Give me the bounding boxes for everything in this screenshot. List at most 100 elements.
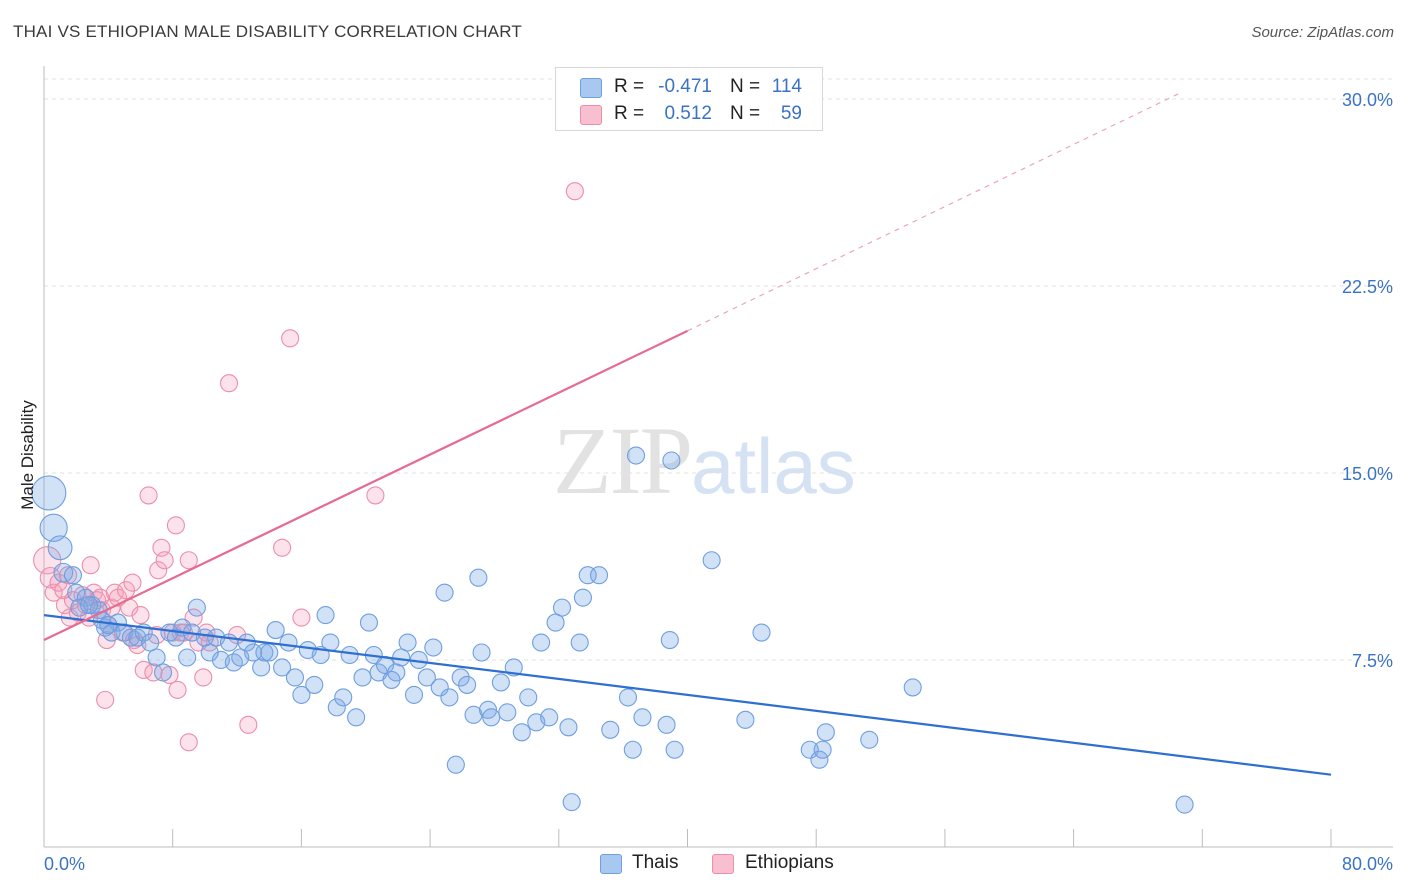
thais-point <box>153 663 173 682</box>
thais-point <box>147 648 166 667</box>
thais-point <box>662 451 681 470</box>
thais-point <box>657 715 676 734</box>
thais-point <box>702 551 721 570</box>
source-label: Source: ZipAtlas.com <box>1251 24 1394 41</box>
thais-point <box>498 703 517 722</box>
thais-point <box>665 740 684 759</box>
ethiopians-point <box>184 608 203 627</box>
ethiopians-point <box>565 182 584 201</box>
ethiopians-points <box>33 182 584 752</box>
chart-title: THAI VS ETHIOPIAN MALE DISABILITY CORREL… <box>13 22 522 41</box>
thais-point <box>266 621 285 640</box>
thais-point <box>398 633 417 652</box>
y-axis-label: Male Disability <box>18 400 37 510</box>
thais-point <box>633 708 652 727</box>
thais-point <box>559 718 578 737</box>
thais-point <box>618 688 638 707</box>
thais-legend-label: Thais <box>632 852 679 873</box>
thais-point <box>47 535 73 561</box>
watermark-atlas: atlas <box>691 422 856 510</box>
thais-point <box>532 633 551 652</box>
correlation-legend: R = -0.471 N = 114 R = 0.512 N = 59 <box>555 67 823 131</box>
thais-point <box>469 568 488 587</box>
thais-point <box>816 723 835 742</box>
thais-point <box>387 663 406 682</box>
thais-point <box>200 643 219 662</box>
legend-row-thais: R = -0.471 N = 114 <box>556 74 822 102</box>
thais-point <box>458 675 477 694</box>
ethiopians-point <box>179 551 198 570</box>
axes <box>43 66 1393 848</box>
thais-point <box>800 740 819 759</box>
thais-point <box>63 566 83 585</box>
thais-point <box>316 606 335 625</box>
thais-point <box>623 740 642 759</box>
thais-point <box>353 668 372 687</box>
thais-point <box>562 793 581 812</box>
thais-point <box>626 446 646 465</box>
thais-point <box>321 633 340 652</box>
ethiopians-point <box>281 329 300 348</box>
thais-point <box>404 685 424 704</box>
trend-lines <box>43 93 1332 776</box>
ethiopians-trend-extension <box>687 93 1179 332</box>
thais-point <box>334 688 353 707</box>
ethiopians-point <box>33 546 62 575</box>
thais-point <box>810 750 829 769</box>
thais-point <box>660 630 679 650</box>
ethiopians-trend-line <box>43 329 688 642</box>
legend-n-value: 59 <box>780 103 802 124</box>
thais-point <box>482 708 501 727</box>
thais-point <box>79 596 99 615</box>
ethiopians-point <box>39 566 62 589</box>
thais-point <box>512 723 531 742</box>
thais-point <box>187 598 206 617</box>
ethiopians-point <box>168 680 187 699</box>
ethiopians-point <box>366 486 385 505</box>
thais-point <box>359 613 379 632</box>
thais-point <box>39 513 68 542</box>
thais-point <box>417 668 436 687</box>
thais-point <box>451 668 470 687</box>
ethiopians-point <box>116 581 136 600</box>
thais-point <box>305 675 324 694</box>
thais-point <box>440 688 459 707</box>
gridlines <box>44 78 1393 661</box>
ethiopians-point <box>123 573 142 592</box>
thais-point <box>430 678 449 697</box>
legend-r-value: 0.512 <box>664 103 712 124</box>
ethiopians-point <box>96 690 115 709</box>
thais-point <box>573 588 592 607</box>
ethiopians-point <box>149 561 168 580</box>
thais-point <box>736 710 755 729</box>
y-tick-label: 22.5% <box>1342 277 1393 297</box>
thais-point <box>752 623 771 642</box>
thais-point <box>491 673 510 692</box>
ethiopians-point <box>155 551 174 570</box>
thais-point <box>546 613 565 632</box>
x-tick-label: 0.0% <box>44 854 85 874</box>
thais-points <box>31 446 1194 814</box>
thais-point <box>424 638 443 657</box>
ethiopians-point <box>81 556 100 575</box>
ethiopians-swatch <box>580 105 602 125</box>
thais-point <box>1175 795 1194 814</box>
thais-point <box>279 633 298 652</box>
thais-point <box>446 755 465 774</box>
watermark-zip: ZIP <box>553 407 693 514</box>
thais-point <box>166 628 185 647</box>
ethiopians-point <box>131 606 150 625</box>
legend-n-label: N = <box>730 103 761 124</box>
watermark: ZIPatlas <box>553 405 856 516</box>
thais-point <box>813 740 832 759</box>
thais-point <box>260 643 279 662</box>
ethiopians-point <box>292 608 311 627</box>
legend-r-label: R = <box>614 76 645 97</box>
thais-point <box>237 633 256 652</box>
legend-n-label: N = <box>730 76 761 97</box>
ethiopians-legend-label: Ethiopians <box>745 852 834 873</box>
ethiopians-point <box>239 715 258 734</box>
thais-point <box>99 616 118 635</box>
thais-point <box>435 583 454 602</box>
